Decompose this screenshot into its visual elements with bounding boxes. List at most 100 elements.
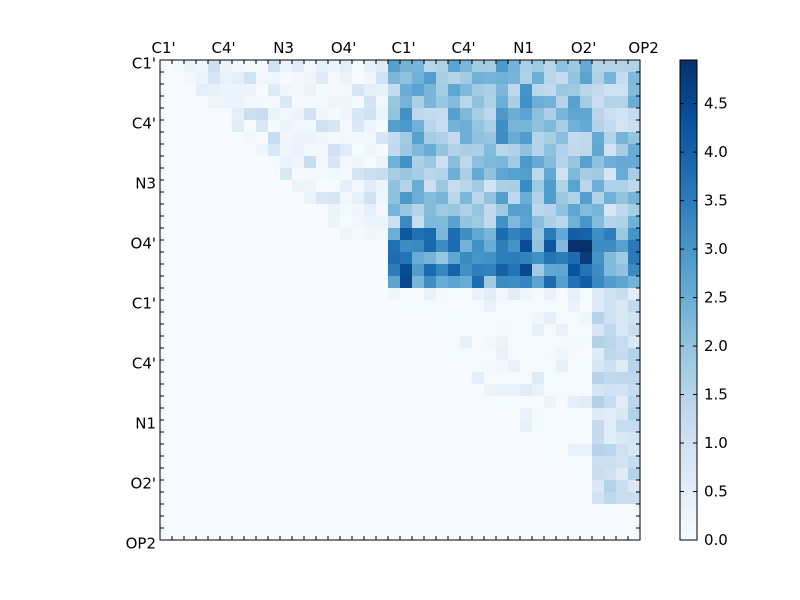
heatmap-cell xyxy=(172,384,185,397)
heatmap-cell xyxy=(244,516,257,529)
heatmap-cell xyxy=(304,312,317,325)
heatmap-cell xyxy=(232,120,245,133)
heatmap-cell xyxy=(532,216,545,229)
heatmap-cell xyxy=(628,300,641,313)
heatmap-cell xyxy=(412,228,425,241)
heatmap-cell xyxy=(484,348,497,361)
heatmap-cell xyxy=(352,276,365,289)
heatmap-cell xyxy=(352,348,365,361)
heatmap-cell xyxy=(412,192,425,205)
heatmap-cell xyxy=(508,288,521,301)
heatmap-cell xyxy=(268,96,281,109)
x-tick-label: C4' xyxy=(212,39,236,57)
heatmap-cell xyxy=(172,240,185,253)
heatmap-cell xyxy=(304,144,317,157)
heatmap-cell xyxy=(568,132,581,145)
heatmap-cell xyxy=(196,216,209,229)
heatmap-cell xyxy=(460,84,473,97)
heatmap-cell xyxy=(496,192,509,205)
heatmap-cell xyxy=(304,492,317,505)
heatmap-cell xyxy=(460,480,473,493)
heatmap-cell xyxy=(496,240,509,253)
heatmap-cell xyxy=(448,324,461,337)
heatmap-cell xyxy=(496,492,509,505)
heatmap-cell xyxy=(340,180,353,193)
heatmap-cell xyxy=(208,96,221,109)
heatmap-cell xyxy=(292,360,305,373)
heatmap-cell xyxy=(328,324,341,337)
heatmap-cell xyxy=(460,240,473,253)
heatmap-cell xyxy=(544,276,557,289)
heatmap-cell xyxy=(328,384,341,397)
heatmap-cell xyxy=(388,96,401,109)
heatmap-cell xyxy=(412,432,425,445)
heatmap-cell xyxy=(400,432,413,445)
heatmap-cell xyxy=(220,300,233,313)
heatmap-cell xyxy=(364,192,377,205)
heatmap-cell xyxy=(292,528,305,541)
heatmap-cell xyxy=(244,408,257,421)
heatmap-cell xyxy=(532,144,545,157)
heatmap-cell xyxy=(364,480,377,493)
heatmap-cell xyxy=(256,492,269,505)
heatmap-cell xyxy=(328,408,341,421)
heatmap-cell xyxy=(172,348,185,361)
heatmap-cell xyxy=(292,84,305,97)
heatmap-cell xyxy=(436,84,449,97)
heatmap-cell xyxy=(604,384,617,397)
heatmap-cell xyxy=(268,492,281,505)
heatmap-cell xyxy=(532,420,545,433)
heatmap-cell xyxy=(448,120,461,133)
heatmap-cell xyxy=(628,360,641,373)
heatmap-cell xyxy=(280,240,293,253)
heatmap-cell xyxy=(388,360,401,373)
heatmap-cell xyxy=(568,324,581,337)
heatmap-cell xyxy=(556,300,569,313)
heatmap-cell xyxy=(412,360,425,373)
heatmap-cell xyxy=(328,240,341,253)
heatmap-cell xyxy=(232,216,245,229)
heatmap-cell xyxy=(484,204,497,217)
heatmap-cell xyxy=(616,420,629,433)
heatmap-cell xyxy=(436,456,449,469)
heatmap-cell xyxy=(400,120,413,133)
heatmap-cell xyxy=(304,360,317,373)
heatmap-cell xyxy=(544,108,557,121)
colorbar-ticks: 0.00.51.01.52.02.53.03.54.04.5 xyxy=(680,95,728,549)
heatmap-cell xyxy=(268,252,281,265)
heatmap-cell xyxy=(292,240,305,253)
colorbar xyxy=(679,59,698,541)
heatmap-cell xyxy=(184,228,197,241)
heatmap-cell xyxy=(280,348,293,361)
heatmap-cell xyxy=(172,396,185,409)
heatmap-cell xyxy=(172,132,185,145)
heatmap-cell xyxy=(484,492,497,505)
heatmap-cell xyxy=(196,504,209,517)
heatmap-cell xyxy=(292,252,305,265)
heatmap-cell xyxy=(532,468,545,481)
heatmap-cell xyxy=(412,84,425,97)
heatmap-cell xyxy=(568,180,581,193)
heatmap-cell xyxy=(448,216,461,229)
heatmap-cell xyxy=(520,216,533,229)
heatmap-cell xyxy=(328,144,341,157)
heatmap-cell xyxy=(484,264,497,277)
heatmap-cell xyxy=(628,336,641,349)
heatmap-cell xyxy=(556,384,569,397)
heatmap-cell xyxy=(376,276,389,289)
heatmap-cell xyxy=(628,144,641,157)
heatmap-cell xyxy=(496,396,509,409)
heatmap-cell xyxy=(196,120,209,133)
heatmap-cell xyxy=(232,300,245,313)
heatmap-cell xyxy=(400,456,413,469)
heatmap-cell xyxy=(232,180,245,193)
heatmap-cell xyxy=(316,348,329,361)
heatmap-cell xyxy=(508,336,521,349)
heatmap-cell xyxy=(484,384,497,397)
heatmap-cell xyxy=(532,492,545,505)
heatmap-cell xyxy=(616,408,629,421)
heatmap-cell xyxy=(244,288,257,301)
heatmap-cell xyxy=(448,132,461,145)
heatmap-cell xyxy=(220,180,233,193)
heatmap-cell xyxy=(448,492,461,505)
